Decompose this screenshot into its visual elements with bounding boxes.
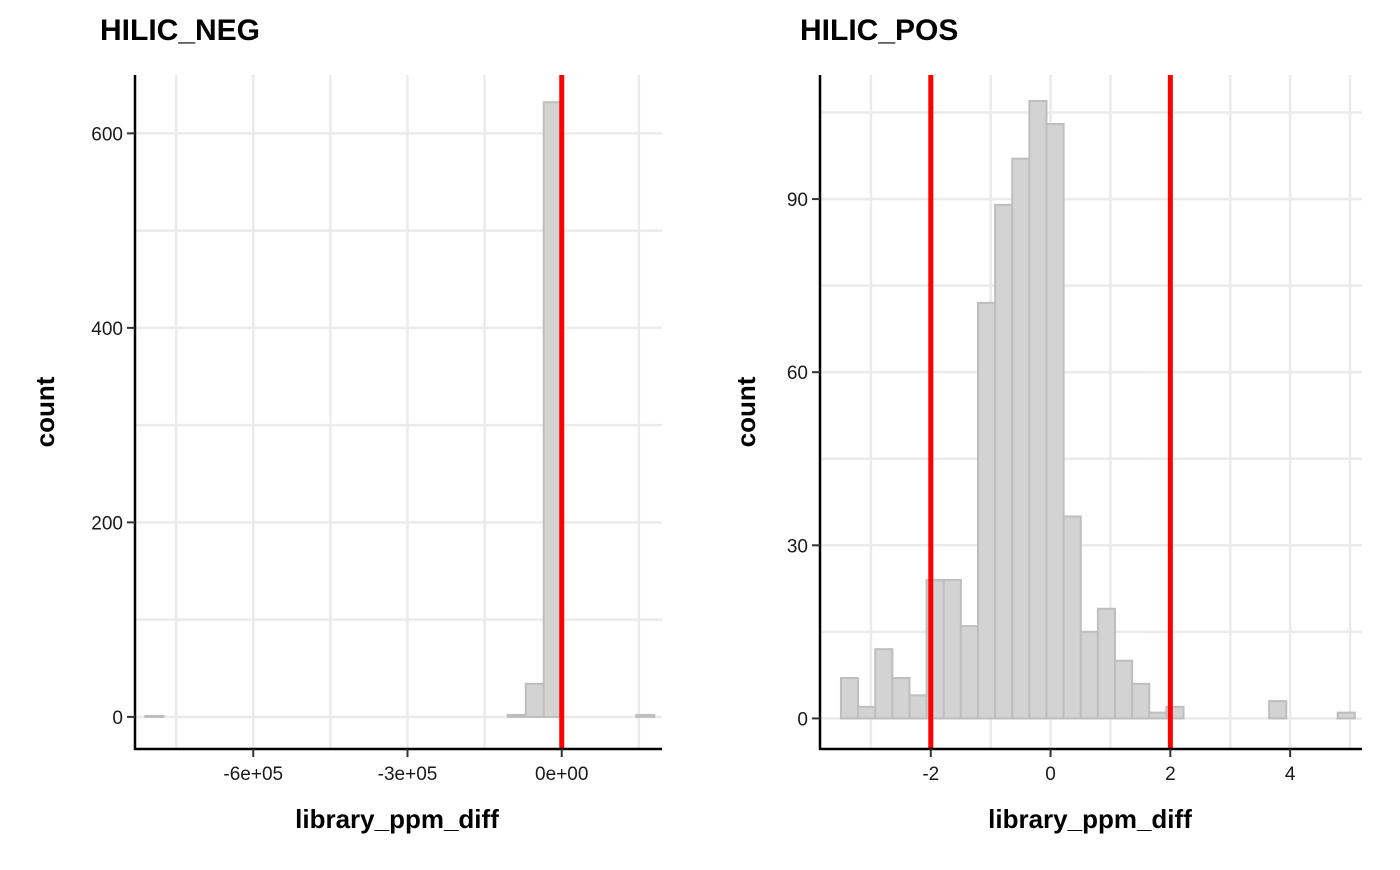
histogram-bar — [1336, 711, 1356, 720]
x-tick-label: -6e+05 — [223, 764, 283, 785]
histogram-bar — [891, 677, 911, 720]
x-axis-title: library_ppm_diff — [295, 804, 499, 834]
x-tick-label: -2 — [922, 764, 939, 785]
histogram-bar — [908, 694, 928, 720]
axes — [818, 75, 1362, 751]
histogram-bar — [1062, 515, 1082, 720]
histogram-bar — [1096, 607, 1117, 720]
x-axis-ticks: -6e+05 -3e+05 0e+00 — [223, 749, 588, 785]
y-tick-label: 0 — [112, 708, 123, 729]
y-tick-label: 200 — [91, 513, 123, 534]
x-axis-title: library_ppm_diff — [988, 804, 1192, 834]
x-tick-label: 0e+00 — [535, 764, 588, 785]
histogram-bar — [1268, 700, 1288, 720]
y-tick-label: 0 — [797, 709, 808, 730]
y-axis-ticks: 0 30 60 90 — [787, 190, 820, 730]
y-axis-ticks: 0 200 400 600 — [91, 124, 135, 729]
histogram-bar — [524, 682, 545, 718]
histogram-bar — [942, 578, 962, 720]
histogram-bars — [144, 101, 656, 718]
x-axis-ticks: -2 0 2 4 — [922, 749, 1296, 785]
panel-hilic-neg: HILIC_NEG -6e+05 -3e+05 0e+00 0 200 400 600 l… — [30, 14, 662, 834]
histogram-bar — [1011, 157, 1031, 720]
threshold-lines — [928, 75, 1173, 749]
histogram-bar — [994, 203, 1014, 720]
histogram-bar — [506, 713, 527, 718]
histogram-bar — [1114, 659, 1134, 720]
axes — [133, 75, 662, 751]
histogram-bar — [144, 714, 165, 718]
y-tick-label: 400 — [91, 319, 123, 340]
histogram-bar — [1148, 711, 1168, 720]
x-tick-label: -3e+05 — [378, 764, 438, 785]
histogram-bar — [874, 648, 894, 720]
histogram-bar — [976, 301, 997, 720]
histogram-bar — [1028, 99, 1048, 720]
panel-title: HILIC_NEG — [100, 14, 260, 47]
y-tick-label: 30 — [787, 536, 808, 557]
histogram-bar — [839, 677, 860, 720]
histogram-bar — [1079, 630, 1099, 720]
histogram-bar — [857, 705, 877, 720]
y-tick-label: 60 — [787, 363, 808, 384]
y-axis-title: count — [731, 376, 761, 447]
histogram-bar — [1165, 705, 1185, 720]
panel-title: HILIC_POS — [800, 14, 958, 47]
y-tick-label: 600 — [91, 124, 123, 145]
histogram-bar — [635, 713, 656, 718]
y-tick-label: 90 — [787, 190, 808, 211]
y-axis-title: count — [30, 376, 60, 447]
x-tick-label: 0 — [1045, 764, 1056, 785]
histogram-bar — [959, 625, 979, 720]
histogram-bars — [839, 99, 1356, 720]
panel-hilic-pos: HILIC_POS -2 0 2 4 0 30 60 90 library_ppm_diff… — [731, 14, 1362, 834]
histogram-bar — [542, 101, 563, 718]
x-tick-label: 4 — [1285, 764, 1296, 785]
grid-lines — [135, 75, 662, 749]
x-tick-label: 2 — [1165, 764, 1176, 785]
histogram-bar — [1045, 123, 1065, 720]
histogram-bar — [1131, 682, 1151, 720]
